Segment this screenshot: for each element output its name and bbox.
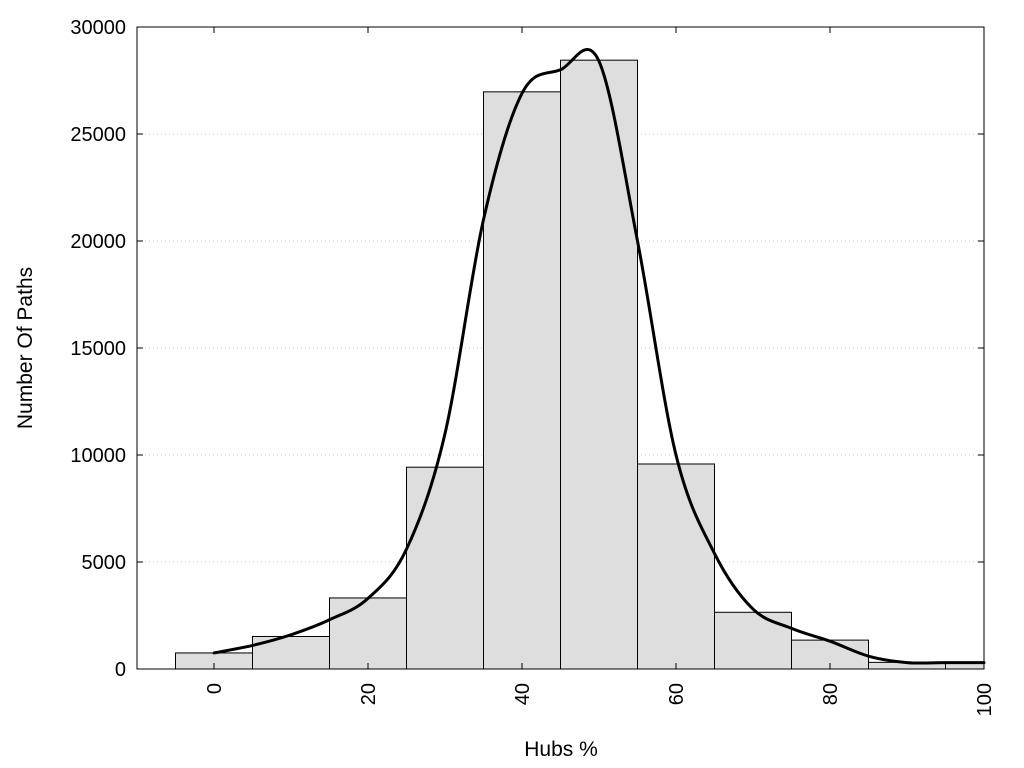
y-tick-label: 30000 xyxy=(70,17,126,39)
x-axis: 0 20 40 60 80 100 xyxy=(204,27,996,716)
y-tick-label: 5000 xyxy=(82,552,127,574)
bars xyxy=(175,59,985,670)
x-tick-label: 100 xyxy=(974,683,996,716)
bar xyxy=(560,59,638,670)
bar xyxy=(329,597,407,670)
x-tick-label: 40 xyxy=(512,683,534,705)
y-axis: 0 5000 10000 15000 20000 25000 30000 xyxy=(70,17,984,681)
y-tick-label: 25000 xyxy=(70,124,126,146)
y-tick-label: 15000 xyxy=(70,338,126,360)
bar xyxy=(714,611,792,670)
x-axis-title: Hubs % xyxy=(524,738,598,761)
bar xyxy=(637,463,715,670)
y-tick-label: 10000 xyxy=(70,445,126,467)
x-tick-label: 0 xyxy=(204,683,226,694)
y-tick-label: 0 xyxy=(115,659,126,681)
y-axis-title: Number Of Paths xyxy=(14,267,37,429)
trend-curve xyxy=(212,48,986,665)
x-tick-label: 80 xyxy=(820,683,842,705)
x-tick-label: 20 xyxy=(358,683,380,705)
y-tick-label: 20000 xyxy=(70,231,126,253)
trend-line xyxy=(212,48,986,665)
x-tick-label: 60 xyxy=(666,683,688,705)
bar xyxy=(483,91,561,670)
bar xyxy=(406,466,484,670)
